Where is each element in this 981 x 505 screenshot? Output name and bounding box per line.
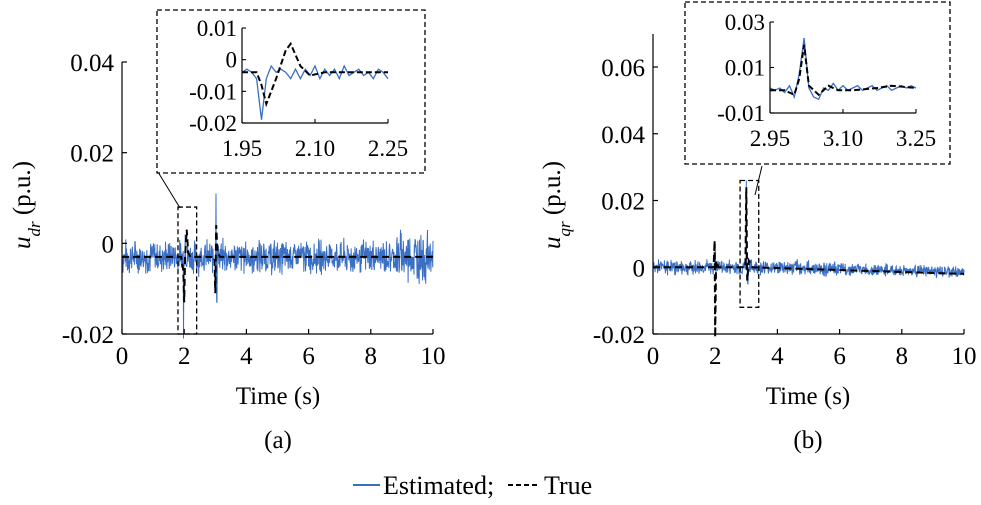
y-tick-label: -0.02 — [62, 322, 114, 349]
inset-x-tick-label: 3.10 — [823, 126, 863, 151]
inset-estimated-line — [769, 37, 917, 101]
inset-x-tick-label: 1.95 — [222, 136, 262, 161]
panel-a-inset: 1.95 2.10 2.25 -0.02 -0.01 0 0.01 — [156, 9, 426, 174]
true-series-line — [653, 187, 965, 338]
inset-true-line — [770, 44, 917, 97]
panel-b-connector — [754, 165, 763, 196]
legend-estimated-label: Estimated; — [383, 471, 494, 500]
y-tick-label: 0.04 — [70, 50, 114, 77]
y-tick-label: 0 — [633, 255, 646, 282]
inset-y-tick-label: 0.01 — [725, 56, 765, 81]
inset-estimated-line — [241, 64, 389, 120]
inset-y-tick-label: 0.03 — [725, 10, 765, 35]
inset-y-tick-label: -0.02 — [189, 111, 237, 136]
panel-a-connector — [157, 171, 181, 209]
inset-x-tick-label: 2.25 — [368, 136, 408, 161]
panel-b-traces — [652, 180, 965, 338]
x-tick-label: 4 — [240, 343, 253, 370]
inset-true-line — [242, 41, 388, 108]
panel-b-zoom-box — [739, 179, 760, 308]
y-tick-label: 0.02 — [70, 141, 114, 168]
panel-a-caption: (a) — [264, 427, 292, 454]
inset-x-tick-label: 3.25 — [896, 126, 936, 151]
x-tick-label: 0 — [647, 343, 660, 370]
estimated-series-line — [121, 193, 434, 339]
panel-a-x-axis-label: Time (s) — [236, 383, 321, 410]
panel-a-inset-frame — [156, 9, 426, 174]
panel-b-y-axis-label: uqr (p.u.) — [539, 161, 574, 249]
panel-b-inset-traces — [769, 37, 917, 101]
x-tick-label: 10 — [421, 343, 446, 370]
inset-y-tick-label: 0 — [226, 48, 238, 73]
panel-a-inset-traces — [241, 41, 389, 120]
estimated-series-line — [652, 180, 965, 285]
x-tick-label: 0 — [116, 343, 129, 370]
inset-y-tick-label: 0.01 — [197, 16, 237, 41]
x-tick-label: 8 — [896, 343, 909, 370]
panel-b-caption: (b) — [793, 427, 822, 454]
x-tick-label: 6 — [833, 343, 846, 370]
x-tick-label: 6 — [302, 343, 315, 370]
panel-a-y-axis-label: udr (p.u.) — [9, 161, 44, 249]
y-tick-label: 0.02 — [601, 189, 645, 216]
legend-true-label: True — [544, 471, 592, 500]
y-tick-label: 0.04 — [601, 122, 645, 149]
panel-b-axes — [652, 34, 964, 335]
legend: Estimated; True — [353, 471, 592, 500]
y-tick-label: -0.02 — [593, 322, 645, 349]
inset-y-tick-label: -0.01 — [717, 101, 765, 126]
x-tick-label: 10 — [952, 343, 977, 370]
panel-b-inset: 2.95 3.10 3.25 -0.01 0.01 0.03 — [684, 1, 951, 165]
y-tick-label: 0.06 — [601, 55, 645, 82]
x-tick-label: 4 — [771, 343, 784, 370]
x-tick-label: 8 — [365, 343, 378, 370]
y-tick-label: 0 — [102, 231, 115, 258]
inset-x-tick-label: 2.10 — [295, 136, 335, 161]
true-series-line — [122, 225, 433, 303]
panel-a-axes — [121, 62, 433, 335]
panel-b-inset-ticks: 2.95 3.10 3.25 -0.01 0.01 0.03 — [717, 10, 936, 151]
panel-a-traces — [121, 193, 434, 339]
x-tick-label: 2 — [709, 343, 722, 370]
panel-b-inset-frame — [684, 1, 951, 165]
inset-x-tick-label: 2.95 — [750, 126, 790, 151]
inset-y-tick-label: -0.01 — [189, 79, 237, 104]
x-tick-label: 2 — [178, 343, 191, 370]
panel-a-inset-ticks: 1.95 2.10 2.25 -0.02 -0.01 0 0.01 — [189, 16, 408, 161]
panel-b-x-axis-label: Time (s) — [766, 383, 851, 410]
